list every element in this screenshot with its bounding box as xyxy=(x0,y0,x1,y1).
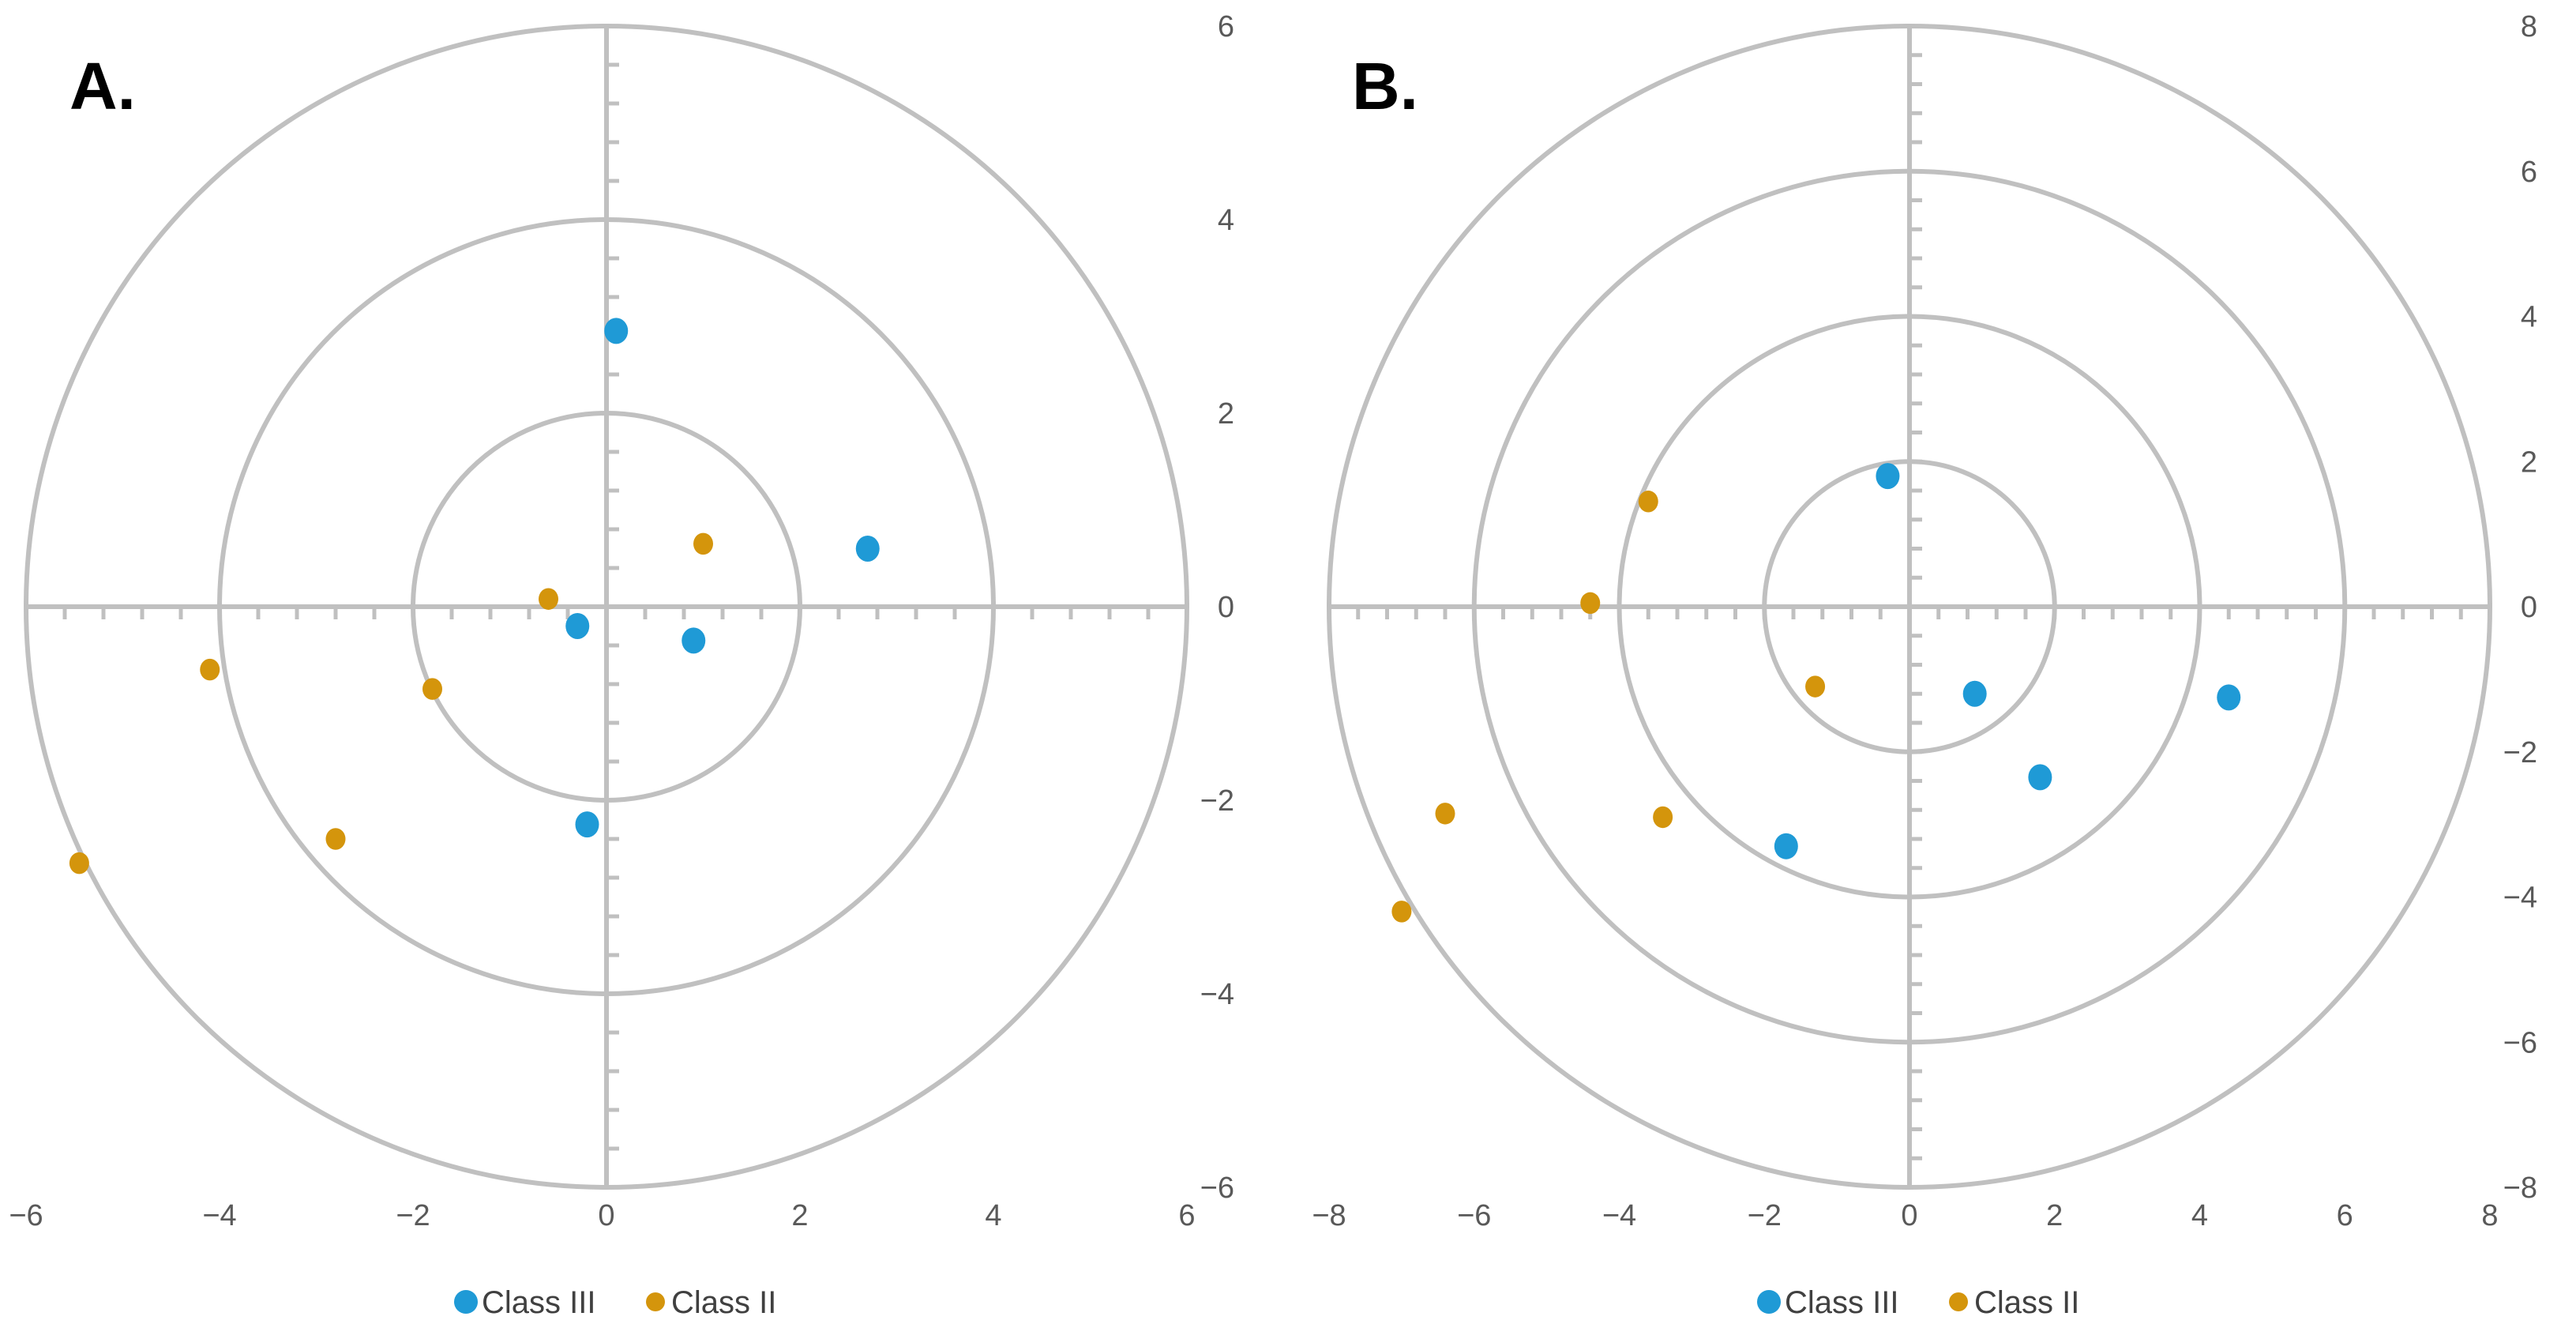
data-point xyxy=(1962,680,1987,707)
x-tick-label: −8 xyxy=(1312,1199,1346,1232)
series-class-ii xyxy=(69,532,713,874)
x-tick-label: 4 xyxy=(2191,1199,2208,1232)
x-tick-label: 6 xyxy=(1178,1199,1195,1232)
x-tick-label: −6 xyxy=(1457,1199,1491,1232)
data-point xyxy=(1805,675,1826,698)
y-tick-label: −4 xyxy=(2503,882,2537,915)
x-tick-label: −2 xyxy=(396,1199,430,1232)
legend-label: Class III xyxy=(482,1285,595,1320)
data-point xyxy=(1435,803,1455,825)
series-class-ii xyxy=(1391,491,1826,923)
data-point xyxy=(69,852,89,874)
data-point xyxy=(855,536,880,562)
axis-ticks xyxy=(1356,53,2463,1160)
panel-b-label: B. xyxy=(1352,49,1418,123)
data-point xyxy=(1876,463,1900,490)
series-class-iii xyxy=(565,318,880,838)
polar-grid xyxy=(24,24,1189,1190)
data-point xyxy=(1774,833,1798,859)
data-point xyxy=(539,588,558,610)
x-tick-label: 0 xyxy=(598,1199,614,1232)
panel-a-label: A. xyxy=(69,49,136,123)
x-tick-label: −2 xyxy=(1748,1199,1782,1232)
y-tick-label: 4 xyxy=(1218,204,1234,237)
x-tick-label: 6 xyxy=(2337,1199,2353,1232)
data-point xyxy=(575,811,599,838)
data-point xyxy=(2217,684,2241,711)
series-class-iii xyxy=(1774,463,2241,859)
legend-marker xyxy=(1949,1292,1968,1311)
legend-label: Class II xyxy=(1974,1285,2079,1320)
data-point xyxy=(1653,806,1673,829)
x-tick-label: 2 xyxy=(791,1199,808,1232)
data-point xyxy=(325,828,346,850)
data-point xyxy=(604,318,629,344)
data-point xyxy=(1638,491,1658,513)
data-point xyxy=(682,627,706,654)
data-point xyxy=(1391,901,1412,923)
data-point xyxy=(565,613,590,639)
polar-grid xyxy=(1327,24,2492,1190)
axis-ticks xyxy=(62,62,1151,1151)
x-tick-label: 4 xyxy=(985,1199,1001,1232)
y-tick-label: −2 xyxy=(1200,784,1234,818)
y-tick-label: −2 xyxy=(2503,736,2537,769)
y-tick-label: 0 xyxy=(1218,591,1234,624)
x-tick-label: −4 xyxy=(202,1199,236,1232)
legend-marker xyxy=(646,1292,665,1311)
y-tick-label: 0 xyxy=(2521,591,2537,624)
y-tick-label: −4 xyxy=(1200,978,1234,1011)
x-tick-label: 8 xyxy=(2481,1199,2498,1232)
data-point xyxy=(2028,764,2052,791)
y-tick-label: −8 xyxy=(2503,1172,2537,1205)
legend: Class III Class II xyxy=(454,1285,776,1320)
data-point xyxy=(693,532,713,555)
x-tick-label: 0 xyxy=(1901,1199,1917,1232)
y-tick-label: 4 xyxy=(2521,301,2537,334)
y-tick-label: −6 xyxy=(1200,1172,1234,1205)
x-tick-label: −6 xyxy=(9,1199,43,1232)
y-tick-label: 6 xyxy=(1218,10,1234,43)
x-tick-label: −4 xyxy=(1602,1199,1636,1232)
legend: Class III Class II xyxy=(1757,1285,2079,1320)
y-tick-label: 2 xyxy=(1218,397,1234,431)
y-tick-label: −6 xyxy=(2503,1026,2537,1059)
y-tick-label: 6 xyxy=(2521,156,2537,189)
data-point xyxy=(1580,592,1601,615)
y-tick-label: 8 xyxy=(2521,10,2537,43)
data-point xyxy=(200,658,220,681)
legend-marker xyxy=(1757,1290,1781,1314)
legend-marker xyxy=(454,1290,478,1314)
x-tick-label: 2 xyxy=(2046,1199,2063,1232)
data-point xyxy=(422,678,442,700)
y-tick-label: 2 xyxy=(2521,446,2537,479)
legend-label: Class III xyxy=(1785,1285,1898,1320)
panel-a-polar-scatter: A. −6 −4 −2 0 2 4 6 6 4 2 0 −2 −4 −6 Class III Class II xyxy=(9,10,1234,1320)
legend-label: Class II xyxy=(671,1285,776,1320)
